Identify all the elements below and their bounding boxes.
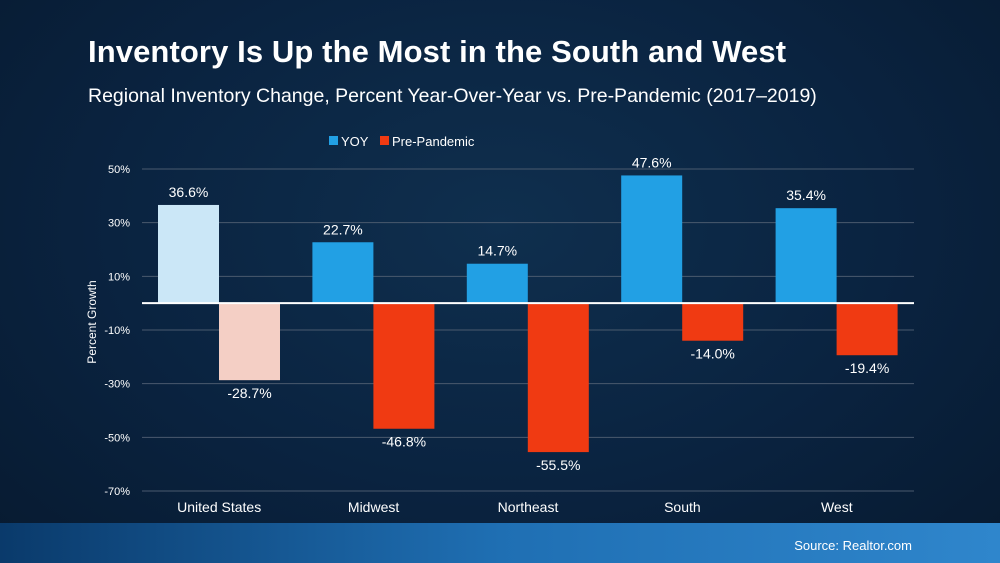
data-label-yoy: 14.7% xyxy=(477,243,517,259)
chart-title: Inventory Is Up the Most in the South an… xyxy=(88,34,787,69)
bar-pre-pandemic-west xyxy=(836,303,898,356)
source-credit: Source: Realtor.com xyxy=(794,538,912,553)
data-label-yoy: 35.4% xyxy=(786,187,826,203)
data-label-yoy: 36.6% xyxy=(169,184,209,200)
bar-yoy-united-states xyxy=(158,204,219,304)
bar-yoy-west xyxy=(775,208,837,304)
data-label-pre-pandemic: -19.4% xyxy=(845,360,889,376)
x-tick-label: Midwest xyxy=(348,499,399,515)
legend-swatch-pre-pandemic xyxy=(380,136,389,145)
y-tick-label: -30% xyxy=(104,379,130,391)
bar-pre-pandemic-south xyxy=(682,303,744,341)
x-tick-label: West xyxy=(821,499,853,515)
footer-bar xyxy=(0,523,1000,563)
y-tick-label: -70% xyxy=(104,486,130,498)
x-tick-label: Northeast xyxy=(498,499,559,515)
legend-swatch-yoy xyxy=(329,136,338,145)
bar-chart: 50% 30% 10% -10% -30% -50% -70% Percent Growth 3… xyxy=(85,134,914,515)
data-label-yoy: 22.7% xyxy=(323,221,363,237)
data-label-pre-pandemic: -28.7% xyxy=(227,385,271,401)
data-label-pre-pandemic: -46.8% xyxy=(382,434,426,450)
y-tick-label: 10% xyxy=(108,271,130,283)
y-axis-label: Percent Growth xyxy=(85,280,99,363)
bar-yoy-south xyxy=(621,175,683,304)
bar-pre-pandemic-united-states xyxy=(219,303,280,381)
bar-pre-pandemic-northeast xyxy=(527,303,589,453)
chart-subtitle: Regional Inventory Change, Percent Year-… xyxy=(88,85,817,107)
legend-label-yoy: YOY xyxy=(341,134,369,149)
bar-yoy-midwest xyxy=(312,242,374,304)
y-tick-label: -50% xyxy=(104,432,130,444)
data-label-pre-pandemic: -55.5% xyxy=(536,457,580,473)
y-tick-label: 50% xyxy=(108,164,130,176)
bar-yoy-northeast xyxy=(466,263,528,304)
bar-pre-pandemic-midwest xyxy=(373,303,435,429)
y-tick-label: 30% xyxy=(108,218,130,230)
x-tick-label: United States xyxy=(177,499,261,515)
data-label-yoy: 47.6% xyxy=(632,154,672,170)
data-label-pre-pandemic: -14.0% xyxy=(691,346,735,362)
y-tick-label: -10% xyxy=(104,325,130,337)
legend-label-pre-pandemic: Pre-Pandemic xyxy=(392,134,475,149)
x-tick-label: South xyxy=(664,499,701,515)
